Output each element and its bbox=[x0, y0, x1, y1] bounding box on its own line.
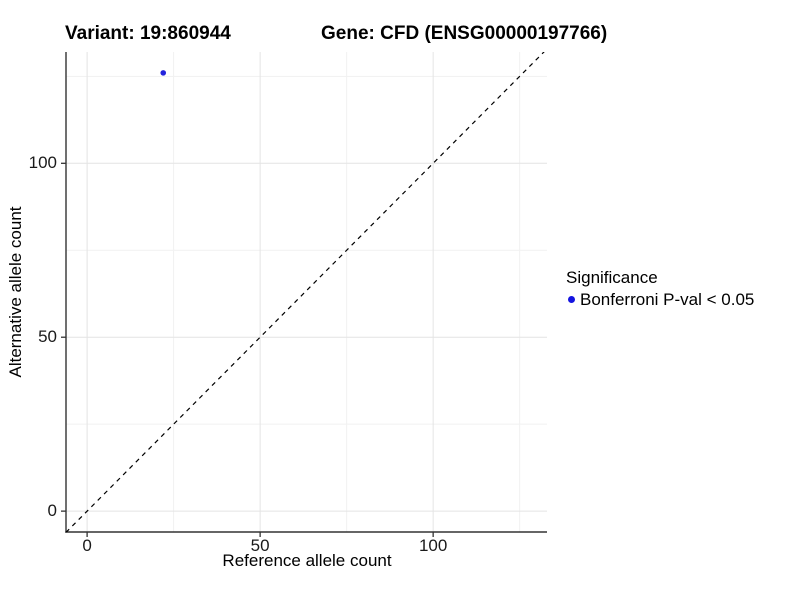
legend-item-label: Bonferroni P-val < 0.05 bbox=[580, 290, 755, 309]
legend-point-icon bbox=[568, 296, 575, 303]
legend-items: Bonferroni P-val < 0.05 bbox=[566, 289, 754, 310]
legend-title: Significance bbox=[566, 268, 658, 287]
data-point bbox=[160, 70, 167, 76]
legend: Significance Bonferroni P-val < 0.05 bbox=[566, 267, 754, 310]
y-tick-label: 0 bbox=[47, 501, 57, 521]
x-tick-label: 50 bbox=[250, 536, 270, 555]
x-axis-label: Reference allele count bbox=[222, 551, 392, 570]
x-tick-label: 0 bbox=[82, 536, 92, 555]
identity-dashed-line bbox=[66, 52, 545, 532]
y-tick-label: 100 bbox=[28, 153, 57, 173]
y-tick-label: 50 bbox=[38, 327, 57, 347]
legend-item: Bonferroni P-val < 0.05 bbox=[566, 289, 754, 310]
x-tick-label: 100 bbox=[418, 536, 448, 555]
gene-title: Gene: CFD (ENSG00000197766) bbox=[321, 23, 608, 44]
y-axis-label: Alternative allele count bbox=[6, 206, 25, 378]
variant-title: Variant: 19:860944 bbox=[65, 23, 231, 44]
